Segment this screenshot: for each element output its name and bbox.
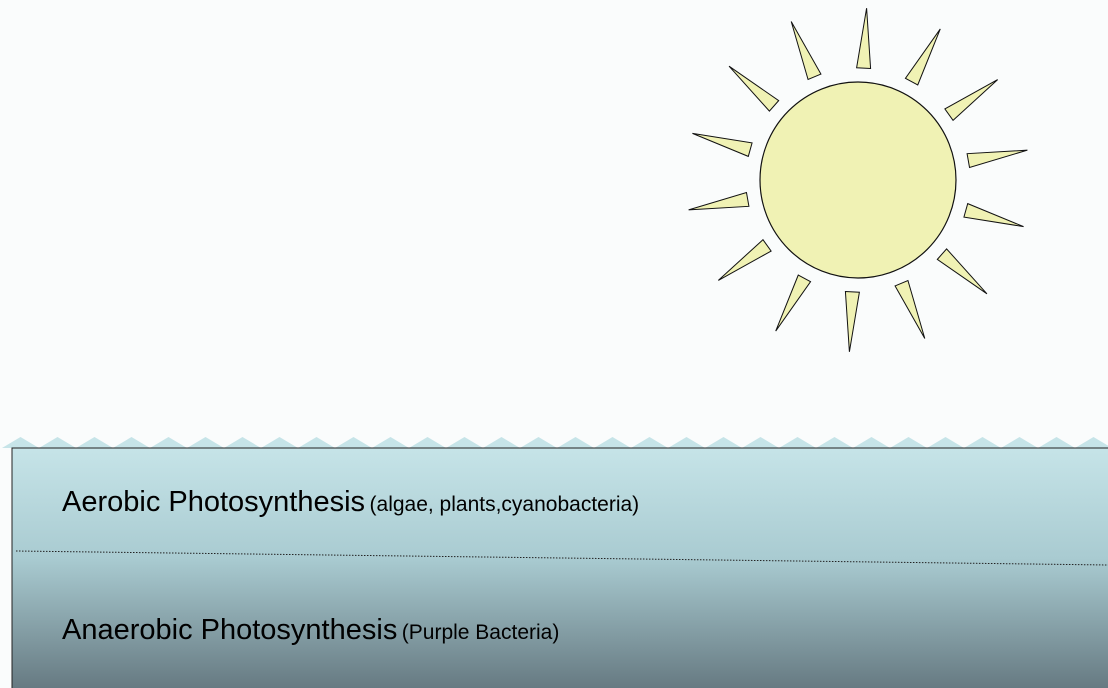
layer-title: Anaerobic Photosynthesis	[62, 614, 397, 646]
water	[12, 448, 1108, 688]
layer-title: Aerobic Photosynthesis	[62, 486, 365, 518]
sun	[760, 82, 956, 278]
page: Aerobic Photosynthesis (algae, plants,cy…	[0, 0, 1108, 688]
layer-note: (Purple Bacteria)	[402, 621, 560, 644]
layer-note: (algae, plants,cyanobacteria)	[370, 493, 640, 516]
diagram: Aerobic Photosynthesis (algae, plants,cy…	[0, 0, 1108, 688]
